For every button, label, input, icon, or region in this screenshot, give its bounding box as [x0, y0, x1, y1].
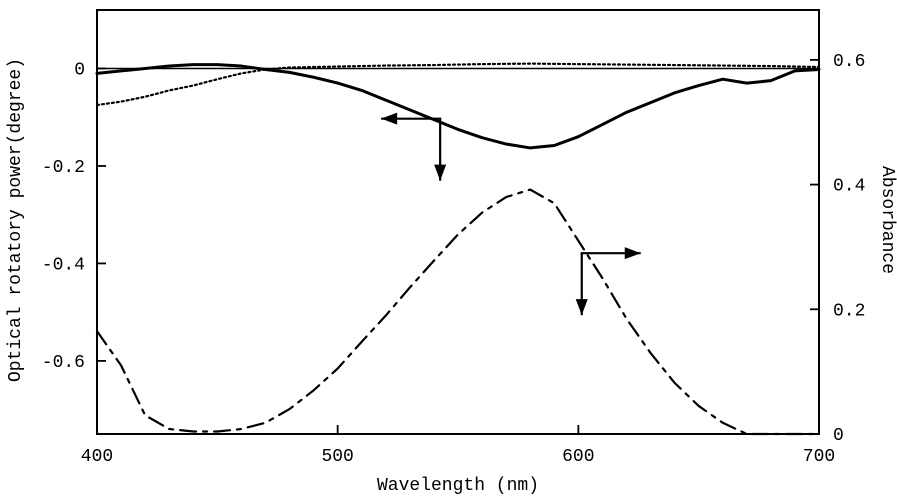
left-axis-indicator-arrow-horizontal: [381, 112, 442, 125]
series-line-dotted: [95, 62, 821, 107]
left-axis-indicator-arrow-horizontal-head: [381, 112, 398, 125]
left-y-tick-label: 0: [74, 60, 85, 80]
right-y-tick-label: 0: [833, 426, 844, 446]
left-y-tick-label: -0.6: [42, 353, 85, 373]
annotations-layer: [381, 112, 641, 316]
right-axis-indicator-arrow-horizontal-head: [624, 247, 641, 260]
left-y-tick-label: -0.4: [42, 255, 85, 275]
series-line-solid: [95, 63, 821, 150]
right-axis-indicator-arrow-vertical: [575, 253, 588, 316]
right-y-axis-title: Absorbance: [877, 166, 897, 274]
x-tick-label: 600: [562, 447, 594, 467]
left-axis-indicator-arrow-vertical-head: [434, 164, 447, 181]
left-y-axis-title: Optical rotatory power(degree): [6, 58, 26, 382]
right-axis-indicator-arrow-vertical-head: [575, 299, 588, 316]
plot-frame: [96, 9, 820, 435]
left-y-tick-label: -0.2: [42, 158, 85, 178]
plot-frame-layer: [96, 9, 820, 435]
series-line-dash-dot: [95, 188, 821, 436]
right-y-tick-label: 0.4: [833, 177, 865, 197]
left-axis-indicator-arrow-vertical: [434, 118, 447, 181]
series-layer: [95, 62, 821, 436]
right-axis-indicator-arrow-horizontal: [580, 247, 641, 260]
right-y-tick-label: 0.2: [833, 301, 865, 321]
right-y-tick-label: 0.6: [833, 52, 865, 72]
x-tick-label: 500: [321, 447, 353, 467]
x-tick-label: 400: [81, 447, 113, 467]
x-axis-title: Wavelength (nm): [377, 476, 539, 496]
x-tick-label: 700: [803, 447, 835, 467]
